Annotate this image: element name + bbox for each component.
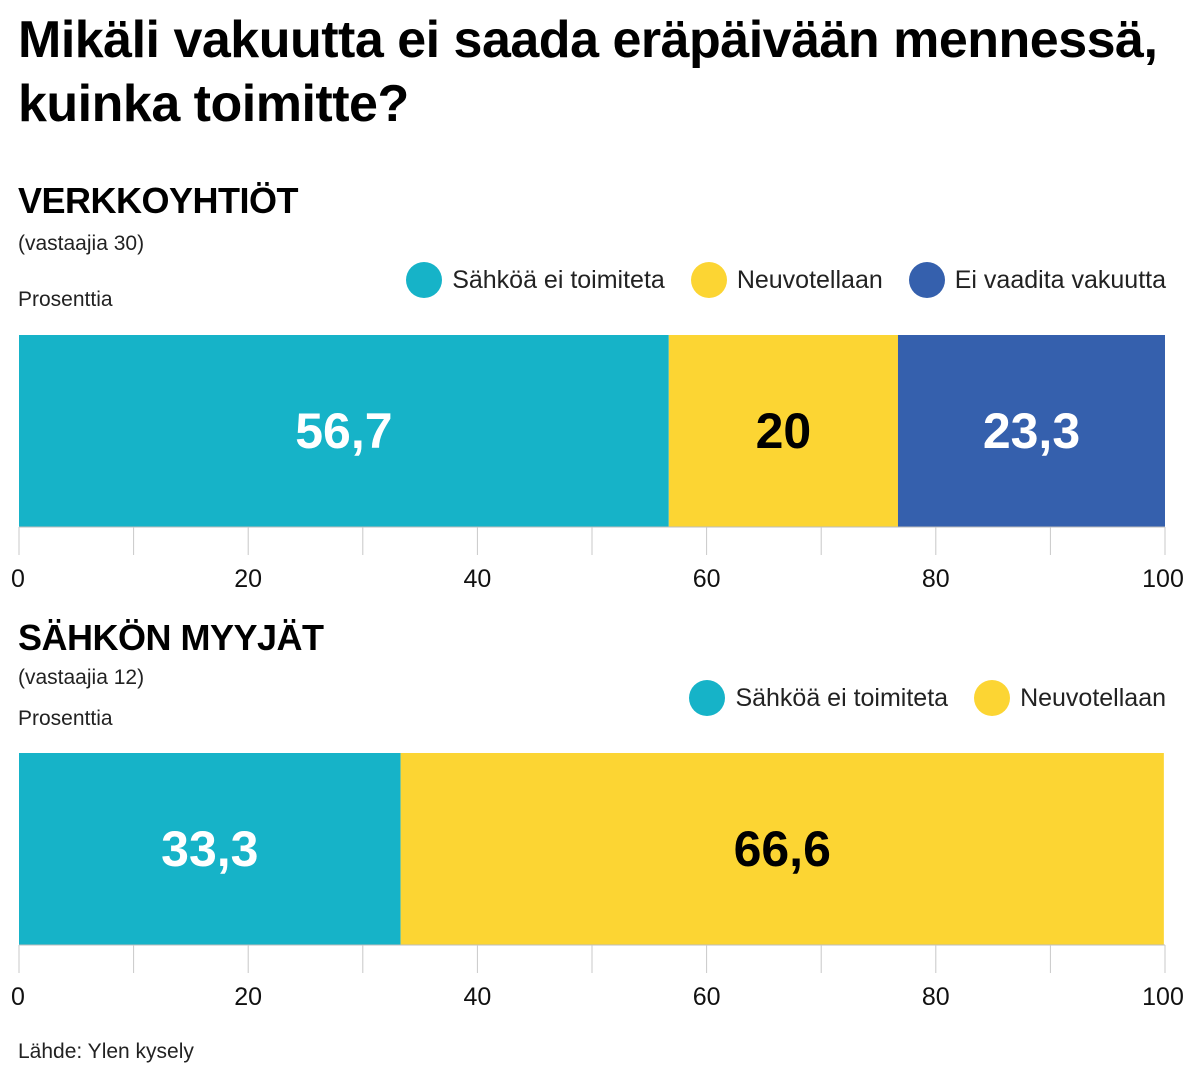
- legend-item: Neuvotellaan: [974, 680, 1166, 716]
- legend-item: Sähköä ei toimiteta: [406, 262, 665, 298]
- x-tick-label: 40: [463, 983, 491, 1008]
- chart-1-respondents: (vastaajia 30): [18, 232, 145, 255]
- bar-segment-neuvotellaan: [400, 753, 1164, 945]
- legend-label: Ei vaadita vakuutta: [954, 265, 1166, 294]
- source-note: Lähde: Ylen kysely: [18, 1040, 194, 1063]
- chart-1-plot: 56,7 20 23,3 0 20 40 60 80 100: [11, 335, 1184, 590]
- legend-label: Sähköä ei toimiteta: [735, 683, 949, 712]
- x-tick-label: 60: [693, 565, 721, 590]
- data-label: 33,3: [161, 821, 258, 877]
- legend-swatch: [406, 262, 443, 298]
- x-tick-label: 60: [693, 983, 721, 1008]
- bar-segment-ei-vaadita-vakuutta: [897, 335, 1165, 527]
- legend-label: Neuvotellaan: [1020, 683, 1166, 712]
- legend-item: Ei vaadita vakuutta: [908, 262, 1166, 298]
- legend-label: Neuvotellaan: [736, 265, 883, 294]
- x-tick-label: 80: [922, 983, 950, 1008]
- legend-label: Sähköä ei toimiteta: [452, 265, 665, 294]
- chart-2-plot: 33,3 66,6 0 20 40 60 80 100: [11, 753, 1184, 1008]
- x-tick-label: 40: [463, 565, 491, 590]
- chart-1-title: VERKKOYHTIÖT: [18, 180, 299, 221]
- bar-segment-sähköä-ei-toimiteta: [19, 335, 669, 527]
- x-tick-label: 80: [922, 565, 950, 590]
- chart-1-legend: Sähköä ei toimiteta Neuvotellaan Ei vaad…: [406, 262, 1166, 298]
- data-label: 20: [756, 403, 812, 459]
- x-tick-label: 20: [234, 565, 262, 590]
- data-label: 23,3: [983, 403, 1080, 459]
- x-tick-label: 0: [11, 983, 25, 1008]
- chart-2-unit-label: Prosenttia: [18, 707, 113, 730]
- x-tick-label: 20: [234, 983, 262, 1008]
- bar-segment-neuvotellaan: [668, 335, 898, 527]
- x-tick-label: 0: [11, 565, 25, 590]
- legend-swatch: [690, 262, 727, 298]
- legend-swatch: [689, 680, 726, 716]
- data-label: 56,7: [295, 403, 392, 459]
- chart-2-respondents: (vastaajia 12): [18, 666, 145, 689]
- chart-2-title: SÄHKÖN MYYJÄT: [18, 617, 324, 658]
- legend-item: Neuvotellaan: [690, 262, 883, 298]
- x-tick-label: 100: [1142, 565, 1184, 590]
- legend-swatch: [908, 262, 945, 298]
- chart-2-legend: Sähköä ei toimiteta Neuvotellaan: [689, 680, 1166, 716]
- chart-1-unit-label: Prosenttia: [18, 288, 113, 311]
- x-tick-label: 100: [1142, 983, 1184, 1008]
- legend-item: Sähköä ei toimiteta: [689, 680, 948, 716]
- page-title: Mikäli vakuutta ei saada eräpäivään menn…: [18, 11, 1158, 133]
- bar-segment-sähköä-ei-toimiteta: [19, 753, 401, 945]
- data-label: 66,6: [734, 821, 831, 877]
- legend-swatch: [974, 680, 1011, 716]
